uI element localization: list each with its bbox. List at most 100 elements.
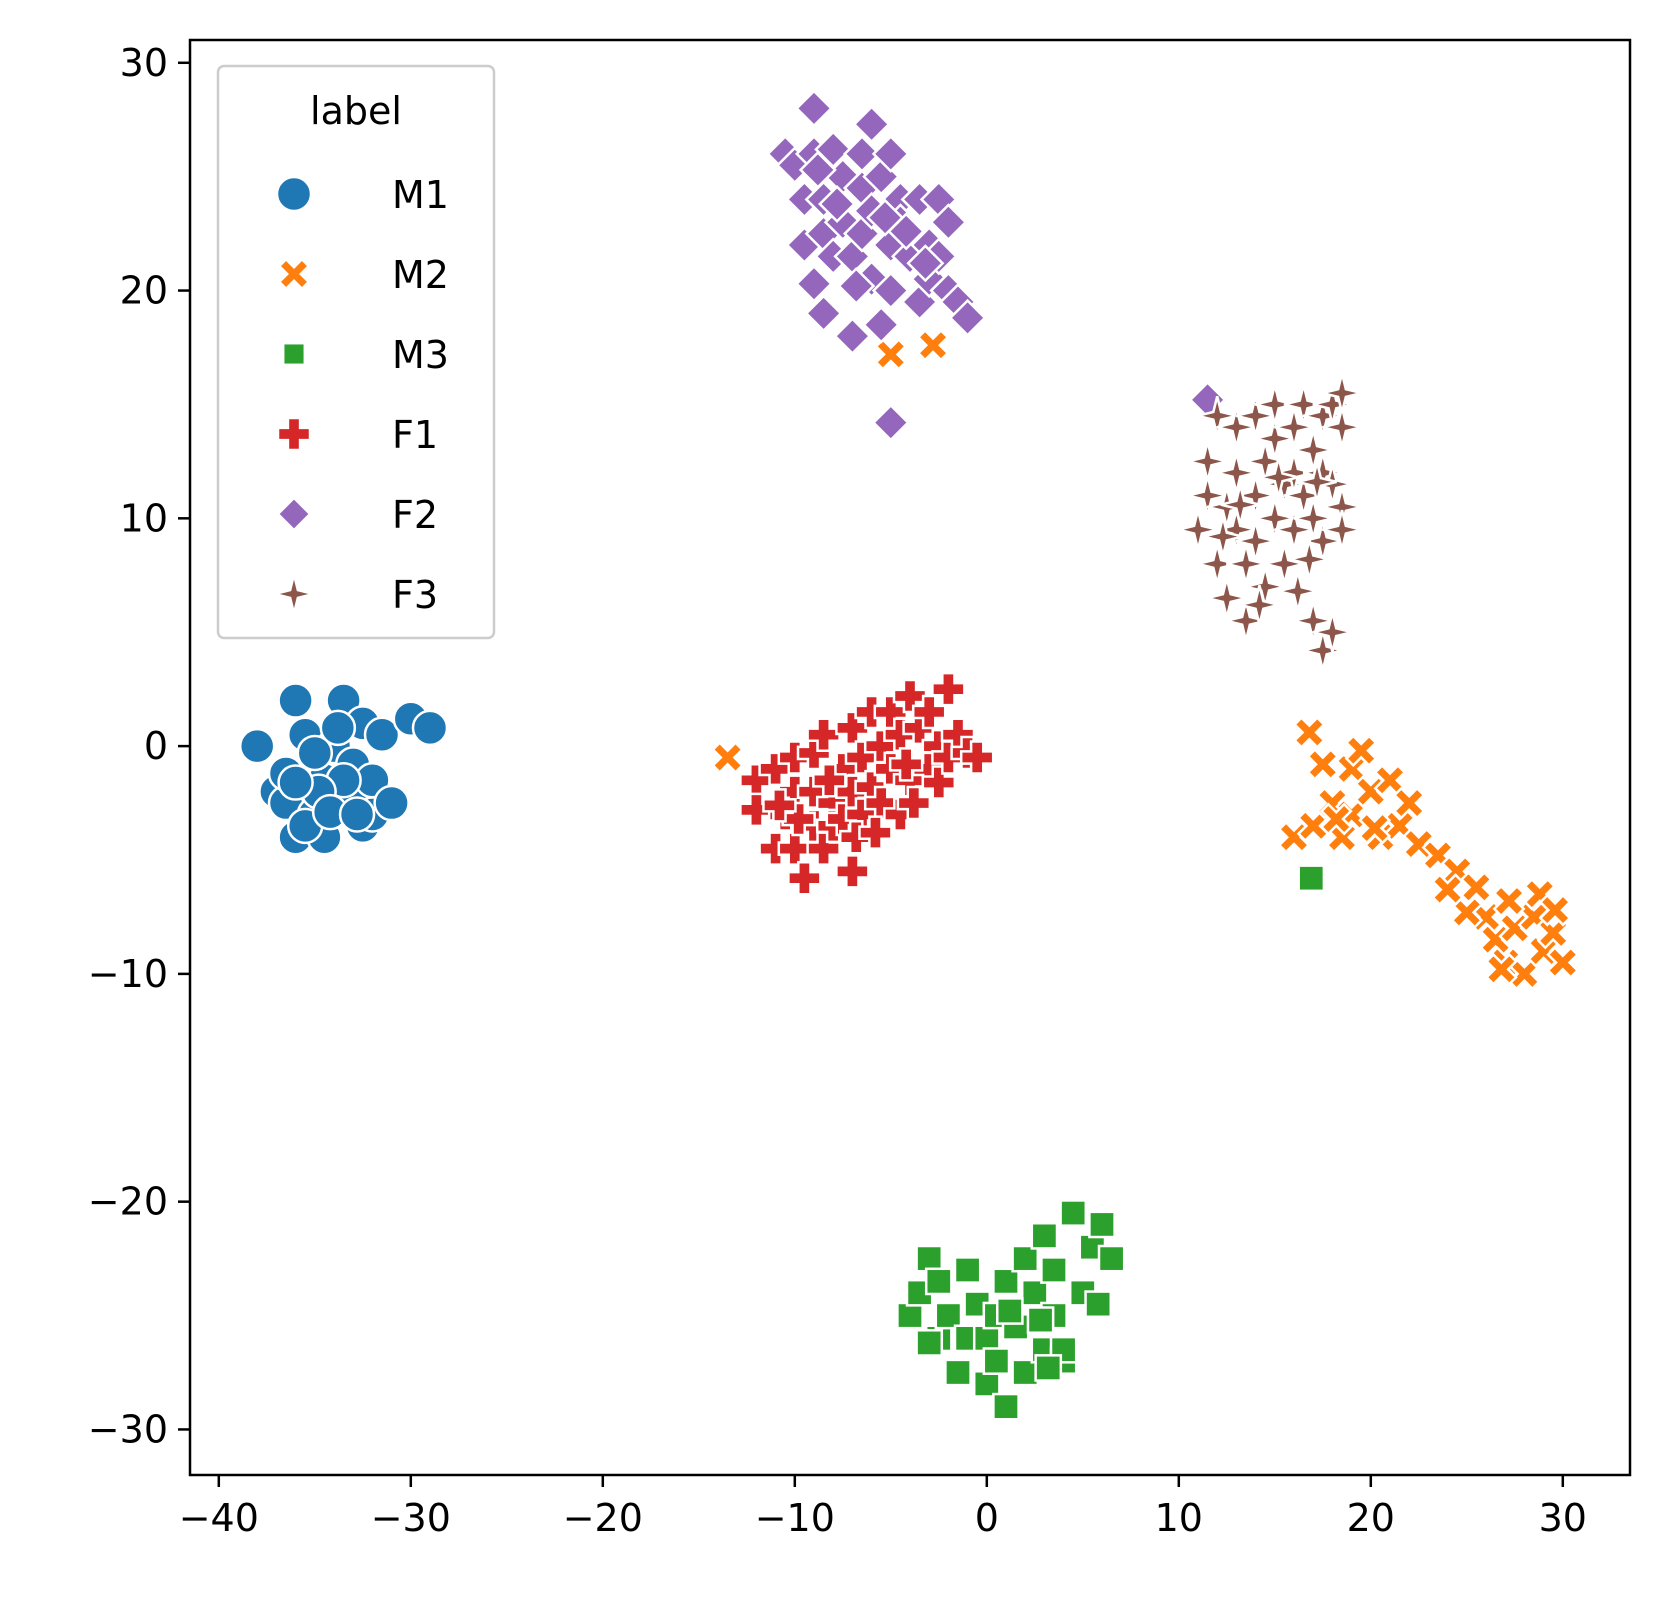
point-M2	[1358, 811, 1392, 845]
point-M3	[934, 1301, 963, 1330]
point-M3	[1011, 1244, 1040, 1273]
point-M2	[1319, 802, 1353, 836]
series-F1	[739, 671, 995, 896]
point-F3	[1216, 407, 1257, 448]
point-M3	[953, 1256, 982, 1284]
point-F3	[1293, 600, 1334, 641]
point-M3	[1049, 1335, 1078, 1364]
point-M2	[1492, 884, 1526, 918]
point-F2	[794, 264, 834, 303]
point-F3	[1322, 373, 1362, 413]
point-M2	[1431, 873, 1465, 907]
point-F1	[806, 717, 841, 752]
point-M3	[944, 1358, 972, 1387]
series-F3	[1178, 373, 1362, 671]
y-tick-label: 20	[120, 269, 168, 313]
point-M2	[1546, 946, 1580, 979]
point-M1	[363, 716, 401, 753]
point-M2	[1373, 763, 1407, 797]
point-F2	[837, 266, 876, 306]
point-M3	[1011, 1358, 1040, 1387]
point-F1	[858, 815, 893, 850]
y-tick-label: 10	[120, 496, 168, 540]
point-F3	[1277, 571, 1318, 612]
point-F3	[1254, 418, 1295, 459]
point-M2	[1335, 752, 1369, 786]
y-axis: −30 −20 −10 0 10 20 30	[88, 41, 190, 1451]
point-M2	[916, 328, 950, 362]
point-F2	[852, 105, 891, 144]
point-F1	[777, 831, 813, 866]
point-F2	[948, 298, 987, 337]
point-M1	[277, 764, 314, 801]
legend-marker-F1	[276, 416, 312, 452]
point-M3	[1026, 1306, 1055, 1334]
point-F3	[1178, 509, 1218, 550]
point-M3	[896, 1301, 924, 1330]
x-axis: −40 −30 −20 −10 0 10 20 30	[179, 1475, 1587, 1540]
point-F3	[1322, 407, 1362, 448]
point-F3	[1289, 539, 1330, 580]
point-F1	[911, 694, 947, 730]
point-F3	[1239, 585, 1280, 625]
point-F3	[1258, 457, 1299, 498]
y-tick-label: −20	[88, 1180, 168, 1224]
x-tick-label: 20	[1347, 1496, 1395, 1540]
legend-label-M3: M3	[392, 333, 449, 377]
point-M2	[1392, 786, 1426, 820]
point-M3	[915, 1329, 944, 1357]
x-tick-label: −20	[563, 1496, 643, 1540]
point-F3	[1187, 475, 1228, 516]
point-M2	[1292, 715, 1326, 749]
point-F2	[871, 271, 910, 310]
legend-marker-F3	[274, 574, 314, 614]
legend: label M1 M2 M3 F1 F2 F3	[216, 64, 496, 640]
point-F1	[812, 763, 847, 798]
point-F3	[1254, 498, 1295, 539]
point-F3	[1226, 600, 1266, 641]
point-F3	[1245, 441, 1286, 482]
point-F3	[1274, 407, 1314, 448]
point-F1	[888, 747, 924, 782]
point-M3	[995, 1297, 1024, 1325]
point-F2	[887, 212, 926, 251]
point-F3	[1274, 509, 1314, 550]
point-M3	[1097, 1244, 1126, 1273]
point-F3	[1220, 484, 1261, 525]
point-F2	[804, 294, 843, 333]
point-M3	[992, 1267, 1020, 1296]
point-F1	[787, 860, 822, 896]
point-F3	[1216, 452, 1257, 493]
legend-box	[216, 64, 496, 640]
point-F3	[1235, 521, 1276, 561]
point-M3	[1034, 1354, 1063, 1382]
point-F3	[1235, 475, 1276, 516]
point-F3	[1206, 578, 1247, 618]
point-F1	[921, 765, 957, 800]
legend-item-M2: M2	[277, 253, 449, 297]
point-F3	[1226, 544, 1266, 584]
point-M1	[296, 734, 334, 772]
legend-item-F3: F3	[274, 573, 438, 617]
point-M3	[1040, 1256, 1068, 1284]
point-M2	[1306, 747, 1340, 781]
point-M3	[972, 1324, 1001, 1353]
point-F3	[1293, 430, 1334, 470]
x-tick-label: 10	[1155, 1496, 1203, 1540]
point-M3	[915, 1244, 944, 1273]
point-M1	[411, 709, 449, 747]
point-F3	[1235, 395, 1276, 436]
point-F2	[871, 403, 910, 442]
y-tick-label: 30	[120, 41, 168, 85]
point-M2	[1484, 952, 1518, 986]
point-M1	[338, 796, 376, 833]
point-M3	[1059, 1199, 1088, 1227]
legend-label-M2: M2	[392, 253, 449, 297]
point-F2	[871, 134, 910, 173]
legend-marker-M1	[275, 175, 313, 213]
point-F2	[833, 317, 872, 356]
point-M3	[1297, 864, 1326, 893]
point-F1	[896, 785, 932, 821]
